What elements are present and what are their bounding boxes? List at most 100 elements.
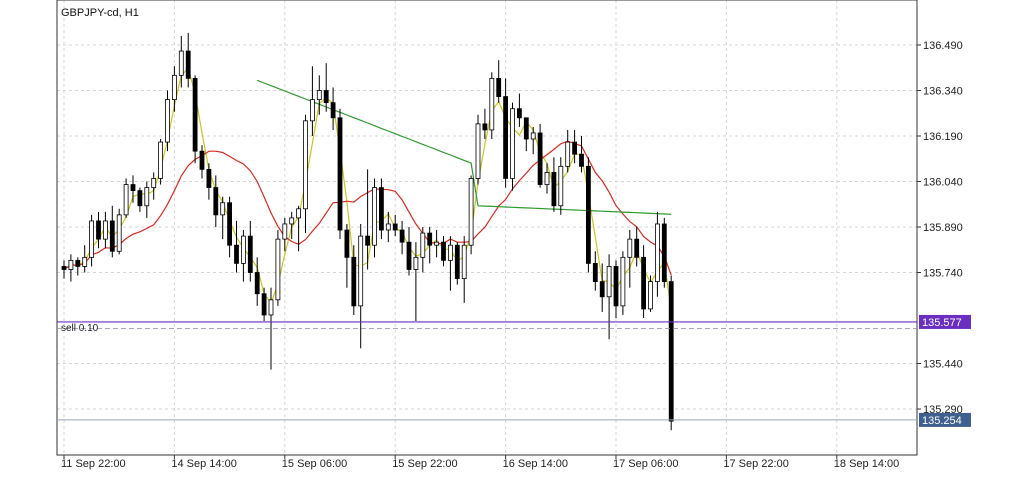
candle[interactable]: [337, 108, 343, 240]
candle[interactable]: [185, 32, 191, 88]
candle[interactable]: [599, 263, 605, 312]
candle[interactable]: [234, 220, 239, 273]
candle[interactable]: [544, 163, 550, 194]
candle-body: [648, 281, 653, 310]
candle[interactable]: [220, 196, 226, 240]
candle-body: [489, 77, 495, 131]
candle[interactable]: [303, 114, 308, 234]
candle[interactable]: [282, 217, 288, 252]
candle[interactable]: [406, 227, 412, 276]
candle[interactable]: [227, 196, 233, 258]
candle[interactable]: [579, 136, 584, 173]
candle[interactable]: [441, 236, 446, 267]
candle[interactable]: [268, 287, 274, 370]
candle[interactable]: [206, 163, 212, 200]
candle[interactable]: [668, 275, 674, 431]
candle[interactable]: [82, 245, 88, 273]
candle[interactable]: [240, 230, 246, 282]
candle[interactable]: [392, 214, 398, 237]
candle[interactable]: [130, 175, 136, 203]
candle[interactable]: [385, 211, 391, 243]
candle-body: [496, 77, 502, 97]
candle[interactable]: [137, 187, 143, 212]
candle[interactable]: [158, 139, 164, 185]
candle[interactable]: [144, 181, 150, 218]
order-line-label[interactable]: sell 0.10: [61, 323, 99, 334]
candle[interactable]: [75, 257, 81, 276]
candle[interactable]: [109, 205, 115, 258]
candle[interactable]: [558, 157, 564, 215]
candle[interactable]: [261, 287, 267, 322]
candle[interactable]: [151, 172, 157, 200]
candle[interactable]: [510, 102, 515, 191]
candle[interactable]: [523, 117, 529, 152]
candle[interactable]: [165, 90, 170, 152]
candle[interactable]: [61, 260, 67, 279]
candle[interactable]: [247, 220, 253, 282]
candle[interactable]: [530, 126, 536, 155]
candle[interactable]: [496, 60, 502, 103]
candle[interactable]: [489, 72, 495, 140]
candle[interactable]: [565, 129, 571, 173]
candle[interactable]: [351, 245, 357, 315]
candle[interactable]: [96, 211, 101, 249]
candle[interactable]: [171, 66, 177, 112]
candle[interactable]: [447, 236, 453, 291]
candle[interactable]: [517, 93, 522, 127]
candle[interactable]: [68, 254, 74, 282]
candle-body: [378, 187, 384, 231]
candle[interactable]: [503, 78, 509, 188]
candle[interactable]: [323, 63, 329, 112]
candle[interactable]: [309, 66, 315, 136]
candle[interactable]: [199, 145, 205, 179]
candle[interactable]: [330, 87, 336, 130]
candle[interactable]: [627, 230, 633, 288]
candle[interactable]: [378, 178, 384, 240]
y-tick-label: 135.290: [923, 404, 963, 416]
candle[interactable]: [358, 223, 364, 349]
candle[interactable]: [344, 223, 350, 288]
candle[interactable]: [365, 169, 371, 270]
candle[interactable]: [296, 205, 302, 252]
candle[interactable]: [606, 254, 612, 340]
candle[interactable]: [655, 211, 660, 297]
candle[interactable]: [661, 217, 667, 288]
candle[interactable]: [551, 157, 557, 212]
candle[interactable]: [372, 178, 377, 258]
candle[interactable]: [289, 211, 295, 240]
candle[interactable]: [461, 236, 467, 303]
candle[interactable]: [620, 251, 626, 315]
candle[interactable]: [537, 123, 543, 188]
candle[interactable]: [420, 227, 426, 273]
candle-body: [523, 117, 529, 140]
candle[interactable]: [648, 275, 653, 312]
candle[interactable]: [454, 242, 460, 285]
candle[interactable]: [592, 251, 598, 291]
candle[interactable]: [468, 175, 474, 255]
candle-body: [406, 241, 412, 270]
candle[interactable]: [475, 114, 481, 185]
candle[interactable]: [641, 245, 646, 318]
candle[interactable]: [316, 75, 322, 115]
candle[interactable]: [178, 35, 184, 88]
candle[interactable]: [123, 178, 129, 218]
candle[interactable]: [103, 211, 108, 249]
candle-body: [282, 223, 288, 240]
candle[interactable]: [613, 260, 619, 318]
candle[interactable]: [427, 227, 433, 264]
candle[interactable]: [254, 257, 260, 306]
candle[interactable]: [116, 208, 122, 255]
candle[interactable]: [192, 75, 198, 164]
candle[interactable]: [572, 129, 577, 164]
candle[interactable]: [434, 230, 440, 258]
candle[interactable]: [586, 157, 591, 273]
candle[interactable]: [413, 242, 419, 322]
candle[interactable]: [634, 227, 640, 267]
candle[interactable]: [213, 175, 219, 227]
candle[interactable]: [89, 214, 94, 267]
candle[interactable]: [275, 230, 281, 306]
candle[interactable]: [482, 108, 488, 140]
candle[interactable]: [399, 220, 405, 255]
